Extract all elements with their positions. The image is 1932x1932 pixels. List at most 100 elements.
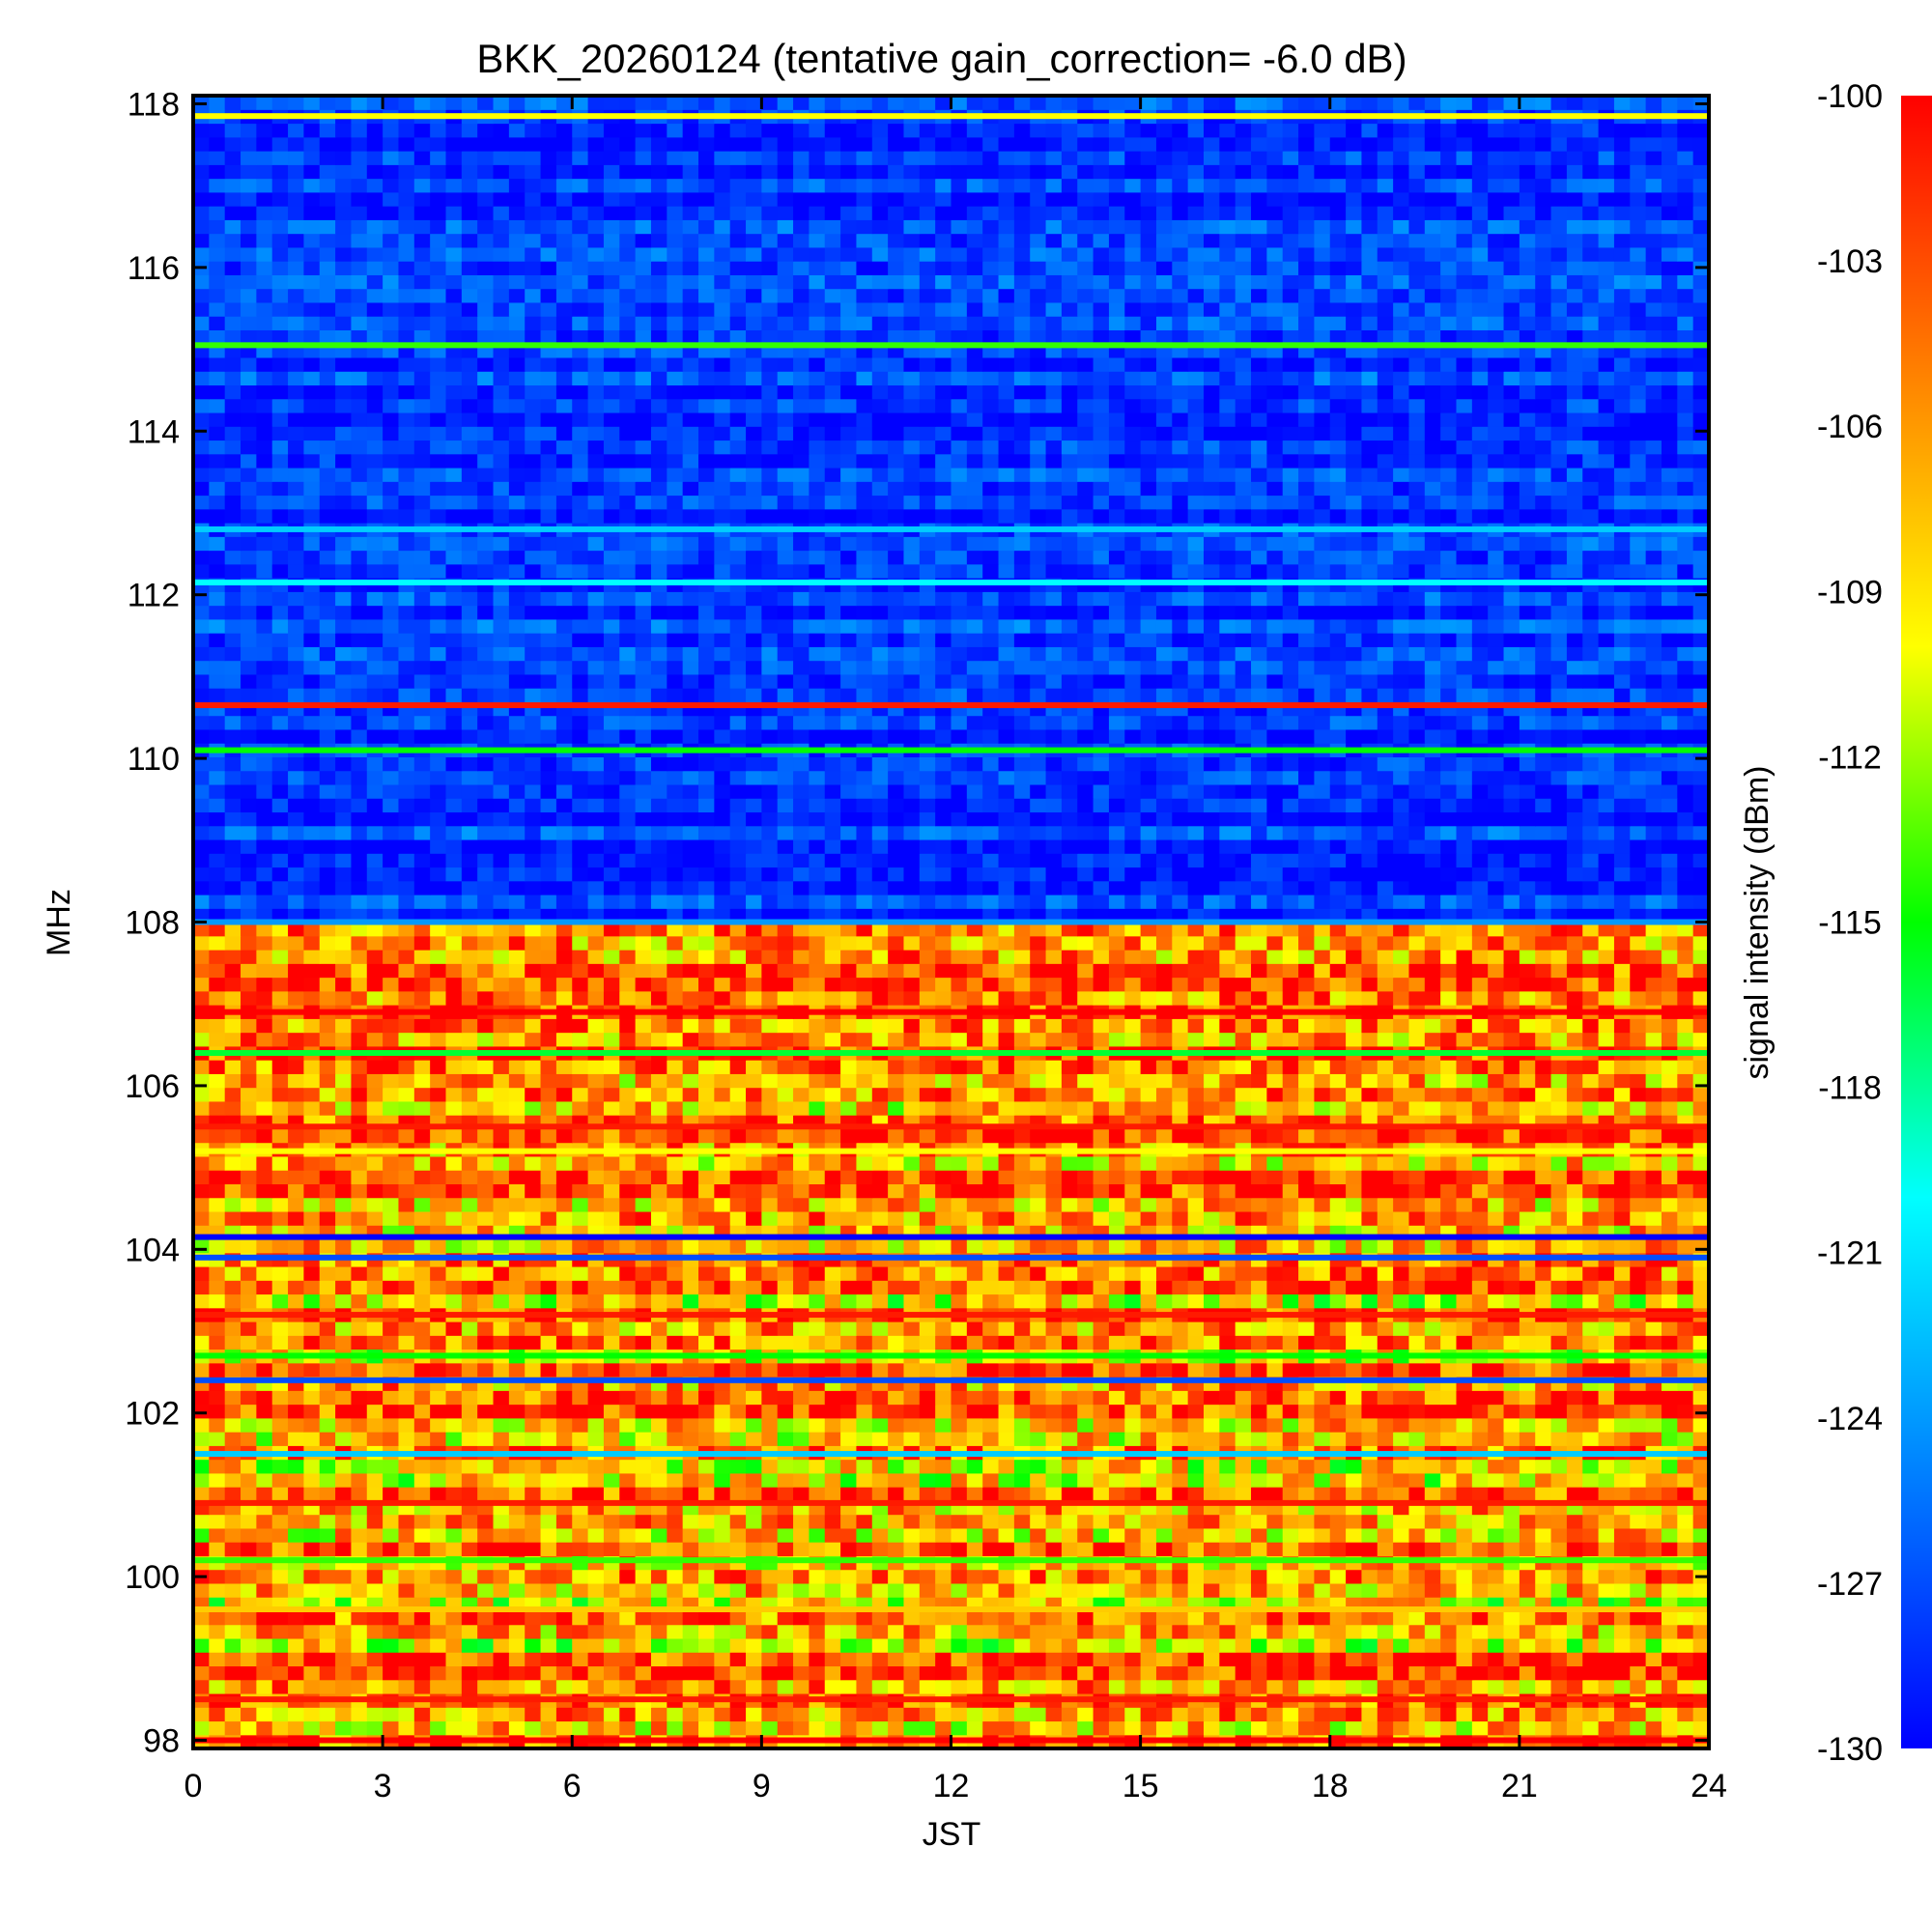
heatmap-cell <box>1661 1197 1678 1212</box>
heatmap-cell <box>413 1390 431 1406</box>
heatmap-cell <box>1535 1679 1552 1694</box>
heatmap-cell <box>1030 1637 1047 1653</box>
heatmap-cell <box>682 1610 699 1626</box>
heatmap-cell <box>1013 1293 1031 1309</box>
heatmap-cell <box>1077 1527 1094 1543</box>
heatmap-cell <box>1329 1624 1347 1639</box>
heatmap-cell <box>1692 1280 1710 1295</box>
heatmap-cell <box>1471 1637 1489 1653</box>
heatmap-cell <box>888 1707 905 1722</box>
heatmap-cell <box>777 1665 794 1681</box>
heatmap-cell <box>224 1417 242 1433</box>
heatmap-cell <box>1108 1514 1125 1529</box>
heatmap-cell <box>555 1032 573 1047</box>
heatmap-cell <box>587 1432 605 1446</box>
heatmap-cell <box>635 1321 652 1336</box>
heatmap-cell <box>1377 1472 1394 1488</box>
heatmap-cell <box>951 1652 968 1667</box>
heatmap-cell <box>1566 1280 1583 1295</box>
heatmap-cell <box>714 1417 731 1433</box>
heatmap-cell <box>761 1280 779 1295</box>
heatmap-cell <box>445 1280 463 1295</box>
heatmap-cell <box>840 1060 858 1074</box>
heatmap-cell <box>1219 1720 1236 1736</box>
heatmap-cell <box>445 1514 463 1529</box>
heatmap-cell <box>746 1321 762 1336</box>
heatmap-cell <box>1266 1404 1284 1419</box>
heatmap-cell <box>383 1238 400 1254</box>
heatmap-cell <box>430 1293 447 1309</box>
heatmap-cell <box>746 1100 762 1116</box>
heatmap-cell <box>1677 1362 1694 1378</box>
heatmap-cell <box>525 1459 542 1474</box>
heatmap-cell <box>729 1210 747 1226</box>
heatmap-cell <box>650 1280 668 1295</box>
heatmap-cell <box>1393 1087 1410 1102</box>
heatmap-cell <box>650 1720 668 1736</box>
heatmap-cell <box>1314 1514 1331 1529</box>
heatmap-cell <box>840 1487 858 1501</box>
heatmap-cell <box>1519 1128 1536 1144</box>
heatmap-cell <box>1456 1293 1473 1309</box>
heatmap-cell <box>1393 1265 1410 1281</box>
heatmap-cell <box>856 1362 873 1378</box>
heatmap-cell <box>445 1087 463 1102</box>
heatmap-cell <box>1077 1197 1094 1212</box>
heatmap-cell <box>1550 1321 1568 1336</box>
heatmap-cell <box>1582 1293 1600 1309</box>
heatmap-cell <box>1535 1417 1552 1433</box>
heatmap-cell <box>1677 1542 1694 1556</box>
heatmap-cell <box>540 1210 557 1226</box>
heatmap-cell <box>1204 1335 1220 1350</box>
heatmap-cell <box>1661 1652 1678 1667</box>
heatmap-cell <box>1124 1432 1142 1446</box>
heatmap-cell <box>241 1390 257 1406</box>
heatmap-cell <box>398 1335 415 1350</box>
heatmap-cell <box>1013 1183 1031 1199</box>
heatmap-cell <box>698 1060 715 1074</box>
heatmap-cell <box>982 1652 1000 1667</box>
heatmap-cell <box>966 1390 983 1406</box>
heatmap-cell <box>351 1183 368 1199</box>
heatmap-cell <box>1124 1293 1142 1309</box>
heatmap-cell <box>1314 1487 1331 1501</box>
heatmap-cell <box>919 1100 936 1116</box>
heatmap-cell <box>1282 1238 1299 1254</box>
heatmap-cell <box>682 1280 699 1295</box>
heatmap-cell <box>572 1197 589 1212</box>
heatmap-cell <box>1377 1155 1394 1171</box>
heatmap-cell <box>1251 1707 1267 1722</box>
heatmap-cell <box>919 1073 936 1089</box>
heatmap-cell <box>413 1170 431 1185</box>
heatmap-cell <box>871 1637 889 1653</box>
heatmap-cell <box>761 1514 779 1529</box>
heatmap-cell <box>966 1707 983 1722</box>
heatmap-cell <box>809 1183 826 1199</box>
heatmap-cell <box>729 1321 747 1336</box>
heatmap-cell <box>445 1293 463 1309</box>
heatmap-cell <box>366 1197 384 1212</box>
heatmap-cell <box>1077 1610 1094 1626</box>
heatmap-cell <box>1598 1293 1615 1309</box>
heatmap-cell <box>525 1321 542 1336</box>
heatmap-cell <box>982 1720 1000 1736</box>
heatmap-cell <box>1266 1032 1284 1047</box>
heatmap-cell <box>777 1432 794 1446</box>
heatmap-cell <box>998 1404 1015 1419</box>
heatmap-cell <box>1566 1390 1583 1406</box>
heatmap-cell <box>871 1707 889 1722</box>
heatmap-cell <box>1124 1527 1142 1543</box>
heatmap-cell <box>241 1472 257 1488</box>
heatmap-cell <box>288 1404 305 1419</box>
heatmap-cell <box>1503 1720 1520 1736</box>
heatmap-cell <box>224 1542 242 1556</box>
heatmap-cell <box>1503 1155 1520 1171</box>
heatmap-cell <box>1566 1170 1583 1185</box>
heatmap-cell <box>1535 1624 1552 1639</box>
heatmap-cell <box>241 1665 257 1681</box>
heatmap-cell <box>714 1060 731 1074</box>
heatmap-cell <box>1204 1624 1220 1639</box>
heatmap-cell <box>1503 1432 1520 1446</box>
heatmap-cell <box>1456 1197 1473 1212</box>
heatmap-cell <box>746 1624 762 1639</box>
